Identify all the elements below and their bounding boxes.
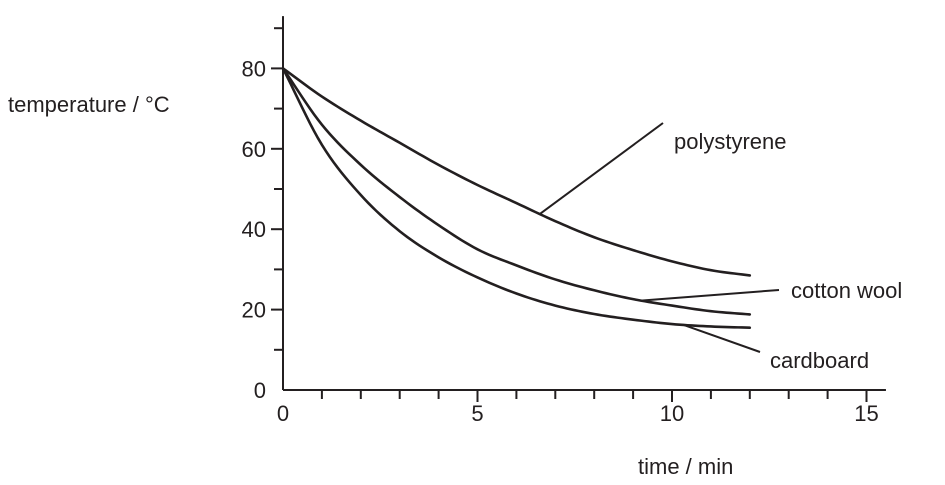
x-tick-label: 15 [854,401,878,426]
y-tick-label: 20 [242,298,266,323]
cotton-wool-leader-line [640,289,780,302]
x-tick-label: 10 [660,401,684,426]
y-axis-label: temperature / °C [8,92,170,117]
y-tick-label: 40 [242,217,266,242]
callout-leader-lines [539,122,780,353]
axes [282,16,886,391]
y-tick-label: 80 [242,56,266,81]
x-tick-label: 0 [277,401,289,426]
cotton-wool-label: cotton wool [791,278,902,303]
cardboard-leader-line [683,324,761,353]
x-tick-label: 5 [471,401,483,426]
tick-marks [271,27,868,402]
x-axis-label: time / min [638,454,733,479]
polystyrene-curve [281,67,752,277]
cotton-wool-curve [281,67,752,316]
polystyrene-leader-line [539,122,664,215]
data-curves [281,67,752,329]
tick-labels: 0 5 10 15 0 20 40 60 80 [242,56,879,426]
cardboard-label: cardboard [770,348,869,373]
axis-and-callout-labels: temperature / °C time / min polystyrene … [8,92,902,479]
y-tick-label: 60 [242,137,266,162]
polystyrene-label: polystyrene [674,129,787,154]
y-tick-label: 0 [254,378,266,403]
cardboard-curve [281,67,752,329]
